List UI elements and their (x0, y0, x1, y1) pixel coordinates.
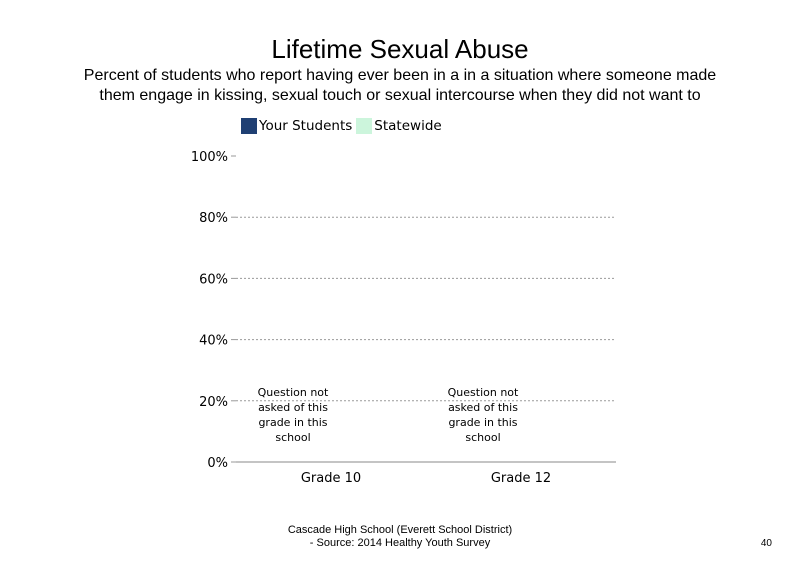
chart-title: Lifetime Sexual Abuse (271, 34, 529, 64)
legend-label-your-students: Your Students (259, 118, 353, 134)
footer-source: - Source: 2014 Healthy Youth Survey (309, 537, 491, 549)
y-tick-label: 100% (191, 150, 228, 165)
y-tick-label: 80% (199, 211, 228, 226)
legend-item-statewide: Statewide (356, 118, 442, 134)
annotation-not-asked: Question not asked of this grade in this sc… (258, 386, 329, 444)
x-tick-label: Grade 12 (491, 471, 551, 486)
chart-subtitle: Percent of students who report having ev… (83, 67, 717, 104)
legend-swatch-your-students (241, 118, 257, 134)
legend: Your Students Statewide (241, 118, 446, 134)
page-number: 40 (760, 538, 772, 549)
x-tick-label: Grade 10 (301, 471, 361, 486)
y-tick-label: 20% (199, 395, 228, 410)
legend-label-statewide: Statewide (374, 118, 442, 134)
y-tick-label: 40% (199, 334, 228, 349)
footer-school: Cascade High School (Everett School Dist… (287, 524, 513, 536)
annotation-not-asked: Question not asked of this grade in this sc… (448, 386, 519, 444)
footer: Cascade High School (Everett School Dist… (0, 524, 800, 550)
y-tick-label: 0% (207, 456, 228, 471)
legend-swatch-statewide (356, 118, 373, 134)
y-tick-label: 60% (199, 272, 228, 287)
legend-item-your-students: Your Students (241, 118, 352, 134)
